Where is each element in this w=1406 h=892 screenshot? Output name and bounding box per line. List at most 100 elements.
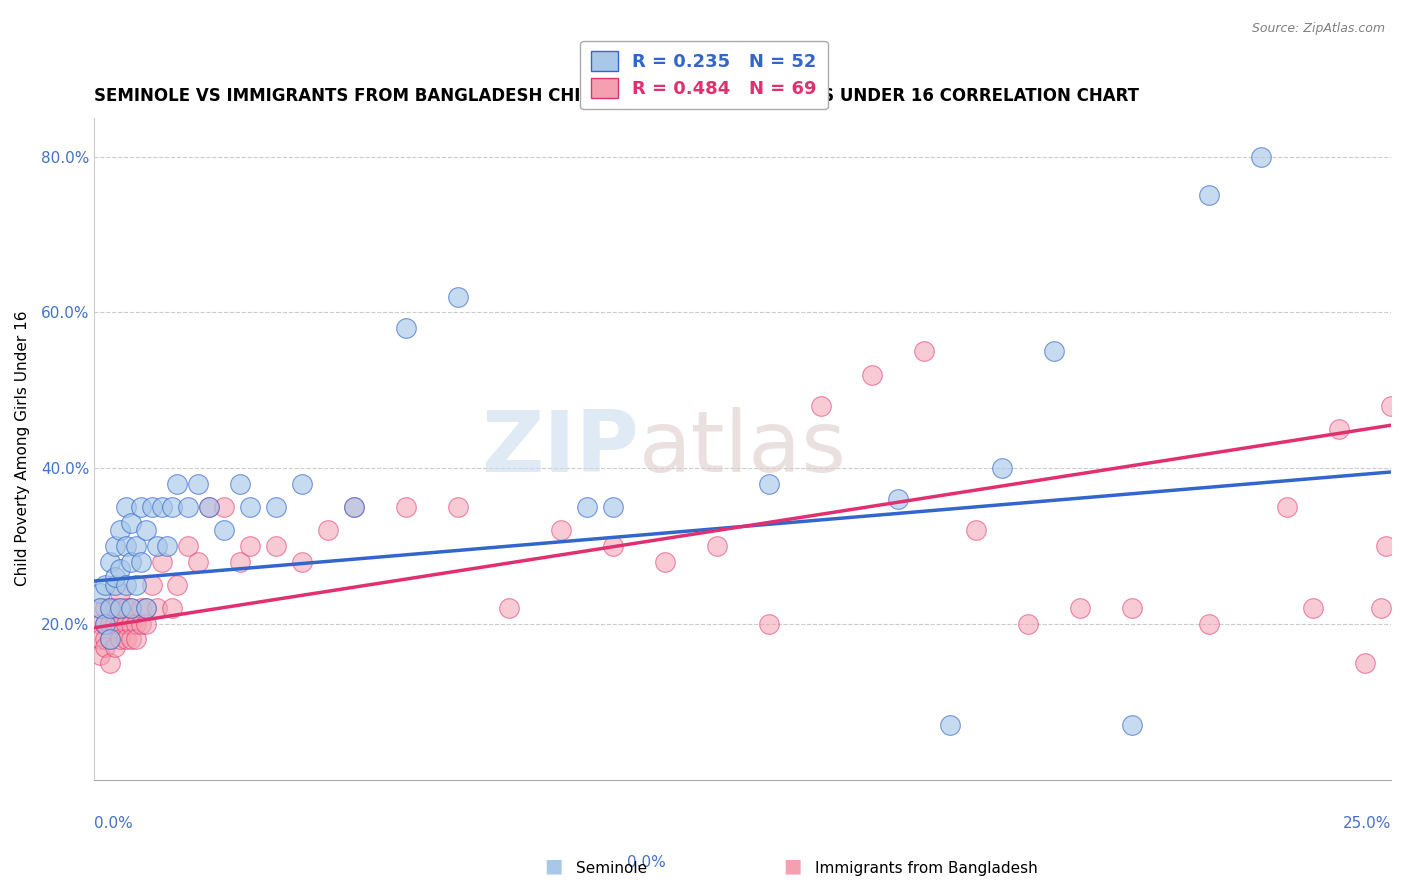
Point bbox=[1379, 399, 1402, 413]
Point bbox=[125, 539, 148, 553]
Point bbox=[1302, 601, 1324, 615]
Point bbox=[94, 578, 117, 592]
Text: ■: ■ bbox=[544, 857, 562, 876]
Point bbox=[316, 524, 339, 538]
Point bbox=[654, 555, 676, 569]
Point bbox=[212, 500, 235, 514]
Point bbox=[120, 601, 142, 615]
Point bbox=[498, 601, 520, 615]
Point bbox=[212, 524, 235, 538]
Point bbox=[110, 601, 132, 615]
Point bbox=[1121, 601, 1143, 615]
Point bbox=[1017, 616, 1039, 631]
Text: Immigrants from Bangladesh: Immigrants from Bangladesh bbox=[815, 861, 1038, 876]
Point bbox=[129, 601, 152, 615]
Point bbox=[89, 648, 111, 662]
Text: ZIP: ZIP bbox=[481, 407, 638, 490]
Text: SEMINOLE VS IMMIGRANTS FROM BANGLADESH CHILD POVERTY AMONG GIRLS UNDER 16 CORREL: SEMINOLE VS IMMIGRANTS FROM BANGLADESH C… bbox=[94, 87, 1139, 105]
Point bbox=[104, 539, 127, 553]
Point bbox=[129, 555, 152, 569]
Point bbox=[94, 601, 117, 615]
Point bbox=[104, 578, 127, 592]
Point bbox=[120, 632, 142, 647]
Point bbox=[166, 578, 188, 592]
Point bbox=[1121, 718, 1143, 732]
Point bbox=[162, 601, 184, 615]
Point bbox=[1354, 656, 1376, 670]
Text: 0.0%: 0.0% bbox=[627, 855, 666, 870]
Point bbox=[89, 601, 111, 615]
Point bbox=[239, 539, 262, 553]
Point bbox=[1198, 616, 1220, 631]
Point bbox=[125, 578, 148, 592]
Point bbox=[110, 585, 132, 599]
Point bbox=[706, 539, 728, 553]
Point bbox=[758, 616, 780, 631]
Point bbox=[187, 555, 209, 569]
Point bbox=[887, 492, 910, 507]
Point bbox=[114, 578, 136, 592]
Point bbox=[145, 539, 167, 553]
Point bbox=[104, 570, 127, 584]
Point bbox=[135, 616, 157, 631]
Legend: R = 0.235   N = 52, R = 0.484   N = 69: R = 0.235 N = 52, R = 0.484 N = 69 bbox=[581, 40, 828, 109]
Point bbox=[114, 500, 136, 514]
Point bbox=[150, 500, 173, 514]
Point bbox=[114, 539, 136, 553]
Point bbox=[939, 718, 962, 732]
Point bbox=[104, 640, 127, 655]
Point bbox=[104, 616, 127, 631]
Point bbox=[187, 476, 209, 491]
Point bbox=[395, 500, 418, 514]
Point bbox=[110, 601, 132, 615]
Point bbox=[197, 500, 219, 514]
Point bbox=[810, 399, 832, 413]
Point bbox=[965, 524, 987, 538]
Point bbox=[1277, 500, 1299, 514]
Point bbox=[89, 616, 111, 631]
Point bbox=[110, 616, 132, 631]
Point bbox=[177, 500, 200, 514]
Point bbox=[94, 616, 117, 631]
Point bbox=[94, 616, 117, 631]
Point bbox=[446, 500, 468, 514]
Point bbox=[141, 500, 163, 514]
Text: ■: ■ bbox=[783, 857, 801, 876]
Text: 25.0%: 25.0% bbox=[1343, 816, 1391, 831]
Point bbox=[1043, 344, 1066, 359]
Point bbox=[150, 555, 173, 569]
Text: 0.0%: 0.0% bbox=[94, 816, 134, 831]
Point bbox=[135, 601, 157, 615]
Point bbox=[1327, 422, 1350, 436]
Point bbox=[758, 476, 780, 491]
Point bbox=[239, 500, 262, 514]
Point bbox=[98, 601, 121, 615]
Point bbox=[129, 500, 152, 514]
Point bbox=[912, 344, 935, 359]
Point bbox=[125, 632, 148, 647]
Point bbox=[110, 562, 132, 576]
Point bbox=[114, 632, 136, 647]
Point bbox=[395, 321, 418, 335]
Point bbox=[162, 500, 184, 514]
Point bbox=[291, 476, 314, 491]
Point bbox=[114, 616, 136, 631]
Text: Seminole: Seminole bbox=[576, 861, 648, 876]
Point bbox=[576, 500, 599, 514]
Point bbox=[89, 601, 111, 615]
Point bbox=[120, 555, 142, 569]
Point bbox=[120, 516, 142, 530]
Point bbox=[104, 601, 127, 615]
Point bbox=[125, 616, 148, 631]
Point bbox=[120, 616, 142, 631]
Point bbox=[98, 632, 121, 647]
Point bbox=[264, 500, 287, 514]
Point bbox=[343, 500, 366, 514]
Point bbox=[120, 601, 142, 615]
Point bbox=[860, 368, 883, 382]
Y-axis label: Child Poverty Among Girls Under 16: Child Poverty Among Girls Under 16 bbox=[15, 310, 30, 586]
Point bbox=[129, 616, 152, 631]
Point bbox=[98, 555, 121, 569]
Point bbox=[110, 632, 132, 647]
Point bbox=[602, 539, 624, 553]
